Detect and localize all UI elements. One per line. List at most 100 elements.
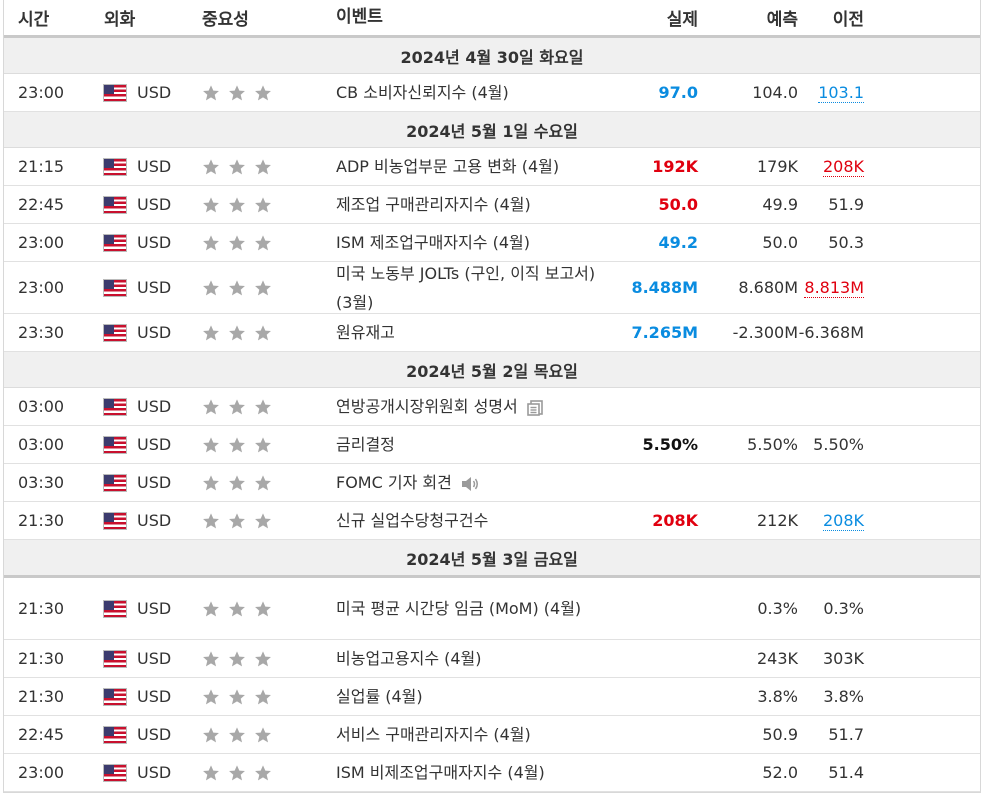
event-name-cell[interactable]: CB 소비자신뢰지수 (4월) (336, 78, 606, 107)
table-row[interactable]: 23:00 USD CB 소비자신뢰지수 (4월) 97.0 104.0 103.1 (4, 74, 980, 112)
date-group-header: 2024년 4월 30일 화요일 (4, 38, 980, 74)
actual-value: 97.0 (658, 83, 698, 102)
currency-code: USD (137, 397, 172, 416)
event-name[interactable]: FOMC 기자 회견 (336, 473, 452, 492)
event-name[interactable]: 원유재고 (336, 323, 395, 342)
table-row[interactable]: 23:30 USD 원유재고 7.265M -2.300M -6.368M (4, 314, 980, 352)
star-icon (203, 196, 219, 212)
table-row[interactable]: 23:00 USD 미국 노동부 JOLTs (구인, 이직 보고서) (3월) 8.… (4, 262, 980, 314)
document-icon[interactable] (526, 399, 544, 417)
header-currency[interactable]: 외화 (104, 10, 136, 30)
event-name[interactable]: ISM 제조업구매자지수 (4월) (336, 233, 530, 252)
table-row[interactable]: 21:15 USD ADP 비농업부문 고용 변화 (4월) 192K 179K 208K (4, 148, 980, 186)
event-name[interactable]: 연방공개시장위원회 성명서 (336, 397, 518, 416)
event-name-cell[interactable]: 제조업 구매관리자지수 (4월) (336, 190, 606, 219)
currency-code: USD (137, 157, 172, 176)
table-row[interactable]: 21:30 USD 신규 실업수당청구건수 208K 212K 208K (4, 502, 980, 540)
previous-value: 51.4 (828, 763, 864, 782)
previous-value-cell: 303K (798, 649, 924, 668)
currency-code: USD (137, 687, 172, 706)
event-name-cell[interactable]: ISM 제조업구매자지수 (4월) (336, 228, 606, 257)
date-group-header: 2024년 5월 1일 수요일 (4, 112, 980, 148)
event-name[interactable]: 제조업 구매관리자지수 (4월) (336, 195, 531, 214)
event-time: 03:00 (18, 435, 65, 454)
header-actual[interactable]: 실제 (666, 10, 698, 30)
event-name[interactable]: 금리결정 (336, 435, 395, 454)
event-name-cell[interactable]: FOMC 기자 회견 (336, 468, 606, 497)
star-icon (229, 196, 245, 212)
importance-stars (202, 726, 336, 744)
forecast-value: 104.0 (752, 83, 798, 102)
table-row[interactable]: 03:00 USD 금리결정 5.50% 5.50% 5.50% (4, 426, 980, 464)
event-name-cell[interactable]: 연방공개시장위원회 성명서 (336, 392, 606, 421)
currency-code: USD (137, 195, 172, 214)
header-forecast[interactable]: 예측 (766, 10, 798, 30)
event-name[interactable]: ISM 비제조업구매자지수 (4월) (336, 763, 545, 782)
event-name[interactable]: 서비스 구매관리자지수 (4월) (336, 725, 531, 744)
table-row[interactable]: 03:00 USD 연방공개시장위원회 성명서 (4, 388, 980, 426)
star-icon (203, 84, 219, 100)
previous-value[interactable]: 8.813M (804, 278, 864, 298)
event-name-cell[interactable]: 실업률 (4월) (336, 682, 606, 711)
event-name[interactable]: CB 소비자신뢰지수 (4월) (336, 83, 509, 102)
currency-cell: USD (104, 233, 202, 252)
event-name-cell[interactable]: 미국 노동부 JOLTs (구인, 이직 보고서) (3월) (336, 259, 606, 317)
event-name[interactable]: 실업률 (4월) (336, 687, 423, 706)
header-previous[interactable]: 이전 (832, 10, 864, 30)
previous-value-cell: 0.3% (798, 599, 924, 618)
star-icon (203, 324, 219, 340)
star-icon (229, 234, 245, 250)
table-row[interactable]: 21:30 USD 실업률 (4월) 3.8% 3.8% (4, 678, 980, 716)
table-row[interactable]: 23:00 USD ISM 제조업구매자지수 (4월) 49.2 50.0 50.3 (4, 224, 980, 262)
previous-value[interactable]: 208K (822, 511, 864, 531)
header-importance[interactable]: 중요성 (202, 10, 249, 30)
event-time: 22:45 (18, 195, 65, 214)
speaker-icon[interactable] (460, 475, 480, 493)
previous-value-cell (798, 473, 924, 492)
table-row[interactable]: 21:30 USD 비농업고용지수 (4월) 243K 303K (4, 640, 980, 678)
currency-code: USD (137, 599, 172, 618)
event-name-cell[interactable]: 미국 평균 시간당 임금 (MoM) (4월) (336, 594, 606, 623)
event-time: 23:00 (18, 278, 65, 297)
event-name-cell[interactable]: 원유재고 (336, 318, 606, 347)
event-name[interactable]: ADP 비농업부문 고용 변화 (4월) (336, 157, 560, 176)
actual-value: 49.2 (658, 233, 698, 252)
event-name-cell[interactable]: ISM 비제조업구매자지수 (4월) (336, 758, 606, 787)
table-row[interactable]: 23:00 USD ISM 비제조업구매자지수 (4월) 52.0 51.4 (4, 754, 980, 792)
event-name[interactable]: 미국 노동부 JOLTs (구인, 이직 보고서) (3월) (336, 263, 596, 312)
date-group-header: 2024년 5월 3일 금요일 (4, 540, 980, 578)
star-icon (255, 474, 271, 490)
forecast-value: 49.9 (762, 195, 798, 214)
event-name-cell[interactable]: 금리결정 (336, 430, 606, 459)
previous-value-cell: 3.8% (798, 687, 924, 706)
star-icon (229, 512, 245, 528)
previous-value[interactable]: 103.1 (818, 83, 864, 103)
currency-cell: USD (104, 599, 202, 618)
event-name[interactable]: 신규 실업수당청구건수 (336, 511, 489, 530)
event-time: 21:30 (18, 599, 65, 618)
table-row[interactable]: 03:30 USD FOMC 기자 회견 (4, 464, 980, 502)
currency-code: USD (137, 435, 172, 454)
event-name-cell[interactable]: 비농업고용지수 (4월) (336, 644, 606, 673)
event-name-cell[interactable]: 서비스 구매관리자지수 (4월) (336, 720, 606, 749)
event-name-cell[interactable]: ADP 비농업부문 고용 변화 (4월) (336, 152, 606, 181)
star-icon (229, 84, 245, 100)
star-icon (203, 158, 219, 174)
event-name[interactable]: 미국 평균 시간당 임금 (MoM) (4월) (336, 599, 582, 618)
header-event[interactable]: 이벤트 (336, 7, 383, 27)
star-icon (203, 398, 219, 414)
us-flag-icon (104, 158, 126, 175)
event-time: 21:30 (18, 687, 65, 706)
table-row[interactable]: 21:30 USD 미국 평균 시간당 임금 (MoM) (4월) 0.3% 0.3% (4, 578, 980, 640)
importance-stars (202, 474, 336, 492)
previous-value[interactable]: 208K (822, 157, 864, 177)
header-time[interactable]: 시간 (18, 10, 50, 30)
table-row[interactable]: 22:45 USD 제조업 구매관리자지수 (4월) 50.0 49.9 51.9 (4, 186, 980, 224)
event-time: 23:30 (18, 323, 65, 342)
event-name[interactable]: 비농업고용지수 (4월) (336, 649, 482, 668)
event-name-cell[interactable]: 신규 실업수당청구건수 (336, 506, 606, 535)
previous-value-cell: -6.368M (798, 323, 924, 342)
currency-code: USD (137, 323, 172, 342)
star-icon (229, 650, 245, 666)
table-row[interactable]: 22:45 USD 서비스 구매관리자지수 (4월) 50.9 51.7 (4, 716, 980, 754)
